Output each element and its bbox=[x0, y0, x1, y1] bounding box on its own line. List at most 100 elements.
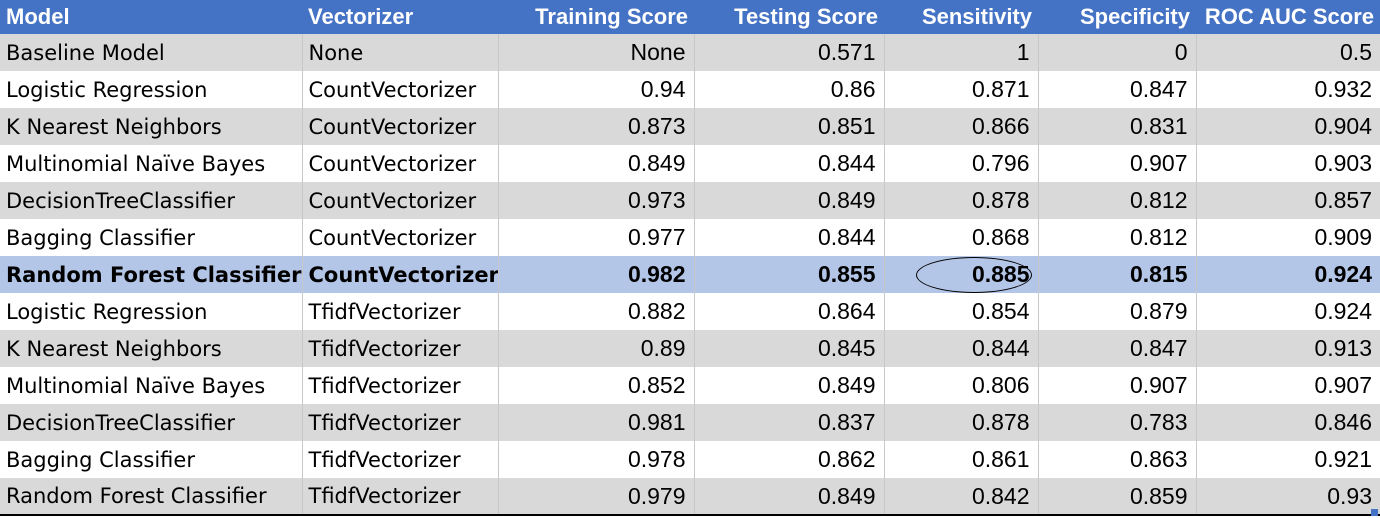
cell-roc-auc-score[interactable]: 0.924 bbox=[1314, 298, 1372, 324]
cell-testing-score[interactable]: 0.855 bbox=[694, 256, 885, 293]
cell-sensitivity[interactable]: 0.878 bbox=[884, 182, 1039, 219]
cell-training-score[interactable]: 0.89 bbox=[498, 330, 695, 367]
cell-sensitivity[interactable]: 0.861 bbox=[884, 441, 1039, 478]
cell-vectorizer[interactable]: TfidfVectorizer bbox=[302, 404, 499, 441]
cell-testing-score[interactable]: 0.849 bbox=[694, 182, 885, 219]
cell-vectorizer[interactable]: CountVectorizer bbox=[302, 71, 499, 108]
cell-testing-score[interactable]: 0.844 bbox=[694, 145, 885, 182]
cell-vectorizer[interactable]: TfidfVectorizer bbox=[302, 441, 499, 478]
table-row: Bagging Classifier TfidfVectorizer 0.978 0.… bbox=[0, 441, 1380, 478]
cell-sensitivity[interactable]: 0.844 bbox=[884, 330, 1039, 367]
cell-specificity[interactable]: 0 bbox=[1038, 34, 1197, 71]
selection-fill-handle[interactable] bbox=[1371, 509, 1378, 516]
cell-specificity[interactable]: 0.907 bbox=[1038, 367, 1197, 404]
cell-training-score[interactable]: 0.977 bbox=[498, 219, 695, 256]
cell-sensitivity[interactable]: 0.842 bbox=[884, 478, 1039, 516]
cell-specificity[interactable]: 0.863 bbox=[1038, 441, 1197, 478]
header-sensitivity[interactable]: Sensitivity bbox=[921, 4, 1032, 29]
cell-model[interactable]: K Nearest Neighbors bbox=[0, 330, 303, 367]
cell-specificity[interactable]: 0.847 bbox=[1038, 71, 1197, 108]
cell-sensitivity[interactable]: 0.806 bbox=[884, 367, 1039, 404]
cell-specificity[interactable]: 0.879 bbox=[1038, 293, 1197, 330]
header-training-score[interactable]: Training Score bbox=[535, 4, 688, 29]
header-roc-auc-score[interactable]: ROC AUC Score bbox=[1204, 4, 1374, 29]
cell-specificity[interactable]: 0.812 bbox=[1038, 219, 1197, 256]
cell-roc-auc-score[interactable]: 0.903 bbox=[1314, 150, 1372, 176]
cell-model[interactable]: Bagging Classifier bbox=[0, 441, 303, 478]
cell-model[interactable]: DecisionTreeClassifier bbox=[0, 404, 303, 441]
cell-model[interactable]: Baseline Model bbox=[0, 34, 303, 71]
cell-training-score[interactable]: 0.882 bbox=[498, 293, 695, 330]
cell-roc-auc-score[interactable]: 0.932 bbox=[1314, 76, 1372, 102]
cell-specificity[interactable]: 0.847 bbox=[1038, 330, 1197, 367]
cell-training-score[interactable]: 0.849 bbox=[498, 145, 695, 182]
cell-model[interactable]: Logistic Regression bbox=[0, 293, 303, 330]
cell-roc-auc-score[interactable]: 0.857 bbox=[1314, 187, 1372, 213]
cell-sensitivity[interactable]: 0.871 bbox=[884, 71, 1039, 108]
cell-testing-score[interactable]: 0.849 bbox=[694, 367, 885, 404]
cell-specificity[interactable]: 0.815 bbox=[1038, 256, 1197, 293]
cell-roc-auc-score[interactable]: 0.907 bbox=[1314, 372, 1372, 398]
cell-roc-auc-score[interactable]: 0.5 bbox=[1340, 39, 1372, 65]
cell-training-score[interactable]: 0.982 bbox=[498, 256, 695, 293]
cell-sensitivity[interactable]: 0.885 bbox=[884, 256, 1039, 293]
cell-specificity[interactable]: 0.907 bbox=[1038, 145, 1197, 182]
cell-model[interactable]: Random Forest Classifier bbox=[0, 256, 303, 293]
cell-training-score[interactable]: 0.978 bbox=[498, 441, 695, 478]
cell-testing-score[interactable]: 0.571 bbox=[694, 34, 885, 71]
cell-training-score[interactable]: 0.873 bbox=[498, 108, 695, 145]
cell-vectorizer[interactable]: TfidfVectorizer bbox=[302, 330, 499, 367]
cell-roc-auc-score[interactable]: 0.846 bbox=[1314, 409, 1372, 435]
cell-testing-score[interactable]: 0.837 bbox=[694, 404, 885, 441]
cell-model[interactable]: K Nearest Neighbors bbox=[0, 108, 303, 145]
header-specificity[interactable]: Specificity bbox=[1079, 4, 1190, 29]
cell-specificity[interactable]: 0.812 bbox=[1038, 182, 1197, 219]
cell-testing-score[interactable]: 0.864 bbox=[694, 293, 885, 330]
cell-roc-auc-score[interactable]: 0.93 bbox=[1196, 478, 1380, 516]
cell-roc-auc-score[interactable]: 0.921 bbox=[1314, 446, 1372, 472]
cell-training-score[interactable]: 0.94 bbox=[498, 71, 695, 108]
cell-model[interactable]: Random Forest Classifier bbox=[0, 478, 303, 516]
cell-testing-score[interactable]: 0.851 bbox=[694, 108, 885, 145]
cell-roc-auc-score[interactable]: 0.909 bbox=[1314, 224, 1372, 250]
cell-vectorizer[interactable]: CountVectorizer bbox=[302, 256, 499, 293]
cell-model[interactable]: Logistic Regression bbox=[0, 71, 303, 108]
cell-roc-auc-score[interactable]: 0.904 bbox=[1314, 113, 1372, 139]
cell-sensitivity[interactable]: 0.866 bbox=[884, 108, 1039, 145]
cell-vectorizer[interactable]: TfidfVectorizer bbox=[302, 293, 499, 330]
header-model[interactable]: Model bbox=[6, 4, 70, 29]
cell-roc-auc-score[interactable]: 0.924 bbox=[1314, 261, 1372, 287]
cell-vectorizer[interactable]: CountVectorizer bbox=[302, 182, 499, 219]
cell-training-score[interactable]: 0.979 bbox=[498, 478, 695, 516]
cell-vectorizer[interactable]: TfidfVectorizer bbox=[302, 367, 499, 404]
cell-model[interactable]: Multinomial Naïve Bayes bbox=[0, 145, 303, 182]
cell-vectorizer[interactable]: TfidfVectorizer bbox=[302, 478, 499, 516]
cell-testing-score[interactable]: 0.86 bbox=[694, 71, 885, 108]
cell-testing-score[interactable]: 0.849 bbox=[694, 478, 885, 516]
cell-sensitivity[interactable]: 0.796 bbox=[884, 145, 1039, 182]
header-testing-score[interactable]: Testing Score bbox=[734, 4, 878, 29]
cell-vectorizer[interactable]: CountVectorizer bbox=[302, 219, 499, 256]
cell-vectorizer[interactable]: CountVectorizer bbox=[302, 108, 499, 145]
cell-training-score[interactable]: None bbox=[498, 34, 695, 71]
cell-model[interactable]: Bagging Classifier bbox=[0, 219, 303, 256]
cell-training-score[interactable]: 0.973 bbox=[498, 182, 695, 219]
cell-testing-score[interactable]: 0.844 bbox=[694, 219, 885, 256]
cell-vectorizer[interactable]: CountVectorizer bbox=[302, 145, 499, 182]
cell-model[interactable]: Multinomial Naïve Bayes bbox=[0, 367, 303, 404]
cell-roc-auc-score[interactable]: 0.913 bbox=[1314, 335, 1372, 361]
cell-sensitivity[interactable]: 0.878 bbox=[884, 404, 1039, 441]
cell-testing-score[interactable]: 0.862 bbox=[694, 441, 885, 478]
cell-vectorizer[interactable]: None bbox=[302, 34, 499, 71]
cell-training-score[interactable]: 0.852 bbox=[498, 367, 695, 404]
cell-specificity[interactable]: 0.859 bbox=[1038, 478, 1197, 516]
cell-sensitivity[interactable]: 1 bbox=[884, 34, 1039, 71]
cell-sensitivity[interactable]: 0.868 bbox=[884, 219, 1039, 256]
cell-testing-score[interactable]: 0.845 bbox=[694, 330, 885, 367]
cell-specificity[interactable]: 0.831 bbox=[1038, 108, 1197, 145]
header-vectorizer[interactable]: Vectorizer bbox=[308, 4, 414, 29]
cell-model[interactable]: DecisionTreeClassifier bbox=[0, 182, 303, 219]
cell-training-score[interactable]: 0.981 bbox=[498, 404, 695, 441]
cell-specificity[interactable]: 0.783 bbox=[1038, 404, 1197, 441]
cell-sensitivity[interactable]: 0.854 bbox=[884, 293, 1039, 330]
